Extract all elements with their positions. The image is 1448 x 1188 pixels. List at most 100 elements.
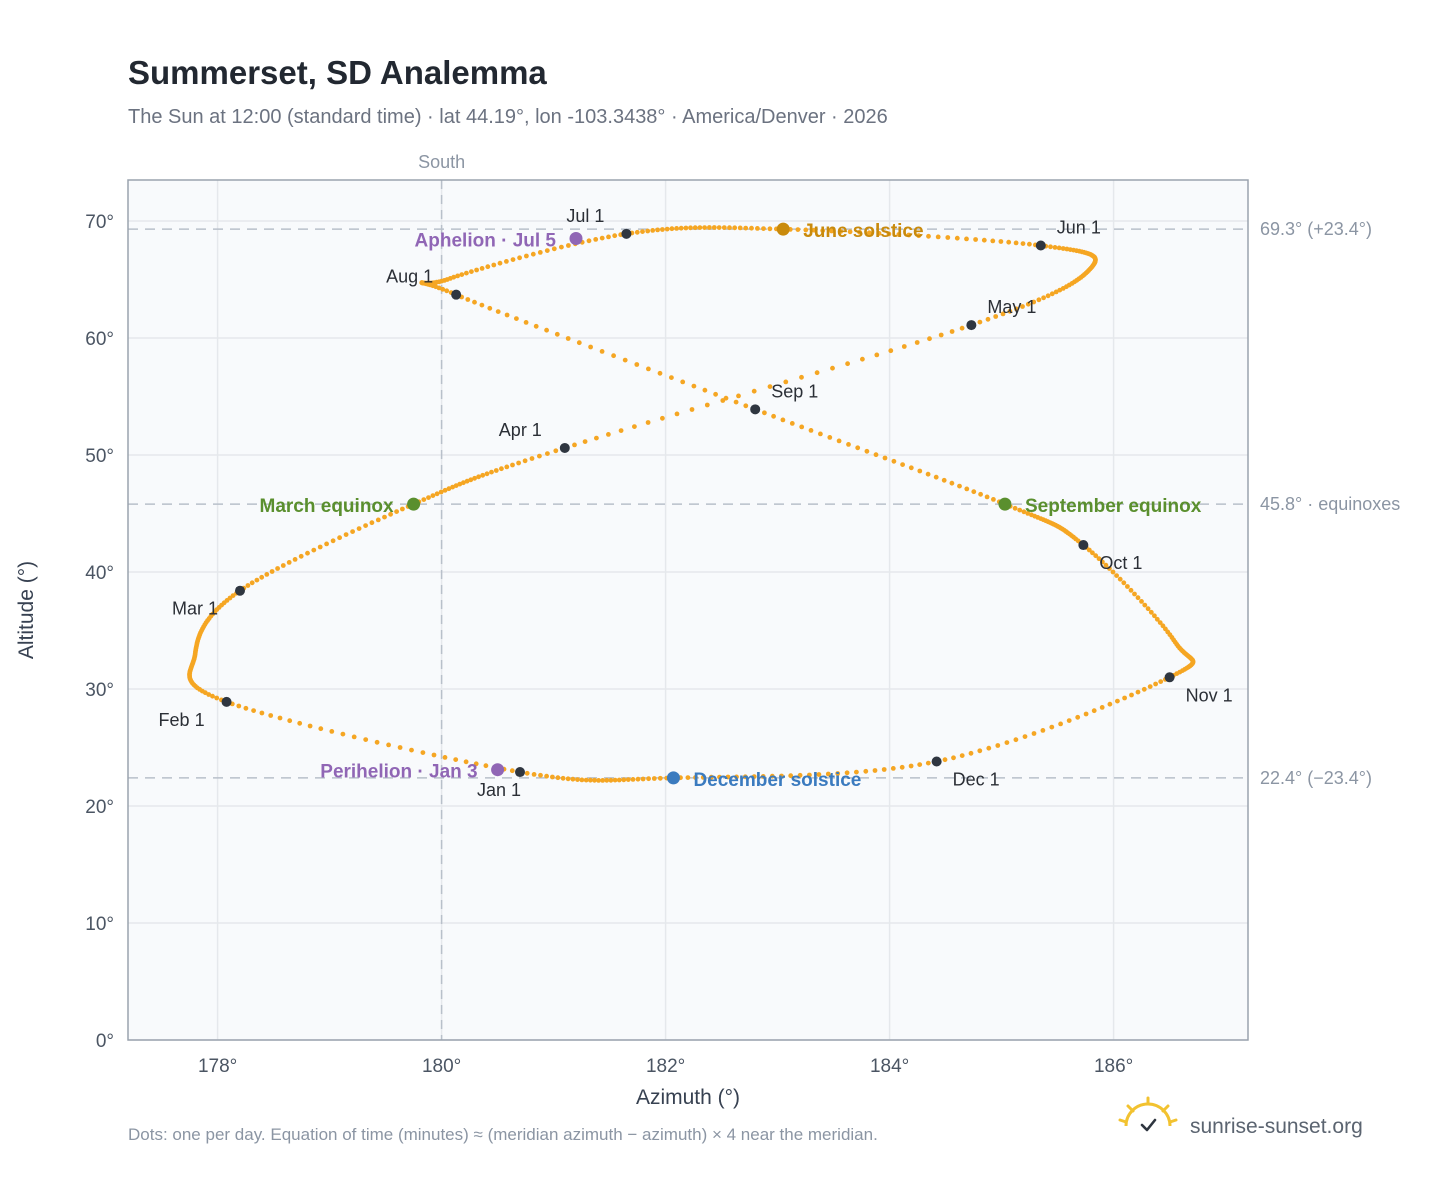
day-dot (254, 577, 260, 583)
day-dot (998, 239, 1004, 244)
day-dot (646, 366, 651, 372)
day-dot (446, 486, 452, 492)
day-dot (908, 763, 914, 769)
day-dot (674, 226, 679, 231)
day-dot (693, 775, 698, 780)
day-dot (836, 438, 842, 444)
day-dot (599, 235, 605, 241)
day-dot (717, 774, 722, 780)
day-dot (866, 230, 872, 236)
day-dot (453, 483, 459, 488)
day-dot (949, 329, 955, 334)
day-dot (716, 225, 722, 231)
day-dot (835, 771, 841, 776)
day-dot (1152, 613, 1157, 619)
month-label: Jul 1 (566, 206, 604, 226)
day-dot (1157, 620, 1163, 625)
x-tick-label: 178° (198, 1056, 237, 1077)
day-dot (660, 415, 665, 421)
day-dot (1012, 505, 1018, 511)
day-dot (504, 259, 509, 264)
day-dot (914, 340, 920, 345)
day-dot (945, 235, 951, 240)
day-dot (317, 544, 323, 550)
day-dot (737, 225, 743, 231)
day-dot (986, 745, 992, 751)
month-marker (966, 320, 977, 331)
day-dot (981, 237, 987, 243)
day-dot (1049, 724, 1055, 730)
day-dot (575, 777, 580, 782)
day-dot (616, 777, 622, 783)
day-dot (1158, 679, 1164, 684)
y-axis-label: Altitude (°) (15, 561, 38, 659)
day-dot (533, 323, 539, 329)
day-dot (538, 772, 543, 778)
day-dot (890, 766, 896, 771)
day-dot (844, 770, 850, 776)
day-dot (749, 225, 754, 231)
day-dot (388, 511, 393, 517)
day-dot (1020, 241, 1026, 247)
day-dot (864, 448, 870, 454)
day-dot (484, 471, 490, 477)
day-dot (803, 227, 809, 233)
day-dot (657, 370, 663, 376)
day-dot (700, 775, 706, 780)
day-dot (873, 452, 879, 458)
day-dot (704, 402, 710, 408)
day-dot (771, 413, 776, 419)
day-dot (625, 777, 631, 782)
day-dot (599, 349, 605, 354)
day-dot (592, 777, 597, 783)
day-dot (350, 529, 355, 534)
day-dot (933, 474, 939, 480)
month-label: Sep 1 (771, 381, 818, 401)
day-dot (762, 410, 767, 416)
day-dot (760, 774, 766, 779)
day-dot (622, 357, 628, 363)
event-label: Aphelion · Jul 5 (415, 231, 557, 252)
day-dot (645, 228, 651, 234)
day-dot (1148, 609, 1154, 615)
day-dot (818, 431, 823, 437)
day-dot (570, 776, 576, 782)
day-dot (311, 547, 317, 553)
day-dot (827, 435, 833, 440)
analemma-path (187, 225, 1196, 783)
reference-lines: South 69.3° (+23.4°) 45.8° · equinoxes 22.4… (128, 152, 1400, 1040)
month-label: Jan 1 (477, 780, 521, 800)
day-dot (1013, 737, 1019, 743)
day-dot (497, 260, 503, 266)
day-dot (330, 538, 336, 544)
day-dot (459, 272, 465, 277)
day-dot (1004, 740, 1010, 745)
day-dot (846, 442, 851, 447)
day-dot (517, 255, 522, 261)
day-dot (455, 273, 460, 279)
day-dot (917, 762, 923, 767)
day-dot (618, 428, 624, 433)
day-dot (480, 472, 486, 478)
day-dot (964, 486, 970, 492)
sun-check-icon (1118, 1096, 1178, 1132)
day-dot (292, 557, 298, 562)
day-dot (799, 374, 804, 380)
day-dot (363, 523, 368, 528)
day-dot (210, 693, 215, 699)
day-dot (504, 312, 510, 318)
day-dot (298, 553, 304, 559)
day-dot (692, 225, 698, 231)
day-dot (1049, 291, 1055, 297)
day-dot (249, 580, 255, 586)
month-marker (235, 585, 245, 596)
day-dot (954, 235, 960, 241)
day-dot (565, 776, 571, 782)
y-tick-label: 20° (85, 797, 114, 818)
chart-subtitle: The Sun at 12:00 (standard time) · lat 4… (128, 106, 888, 128)
altitude-reference-label: 22.4° (−23.4°) (1260, 768, 1372, 788)
day-dot (324, 541, 329, 547)
event-marker (998, 497, 1012, 511)
day-dot (489, 469, 494, 475)
day-dot (375, 517, 381, 523)
